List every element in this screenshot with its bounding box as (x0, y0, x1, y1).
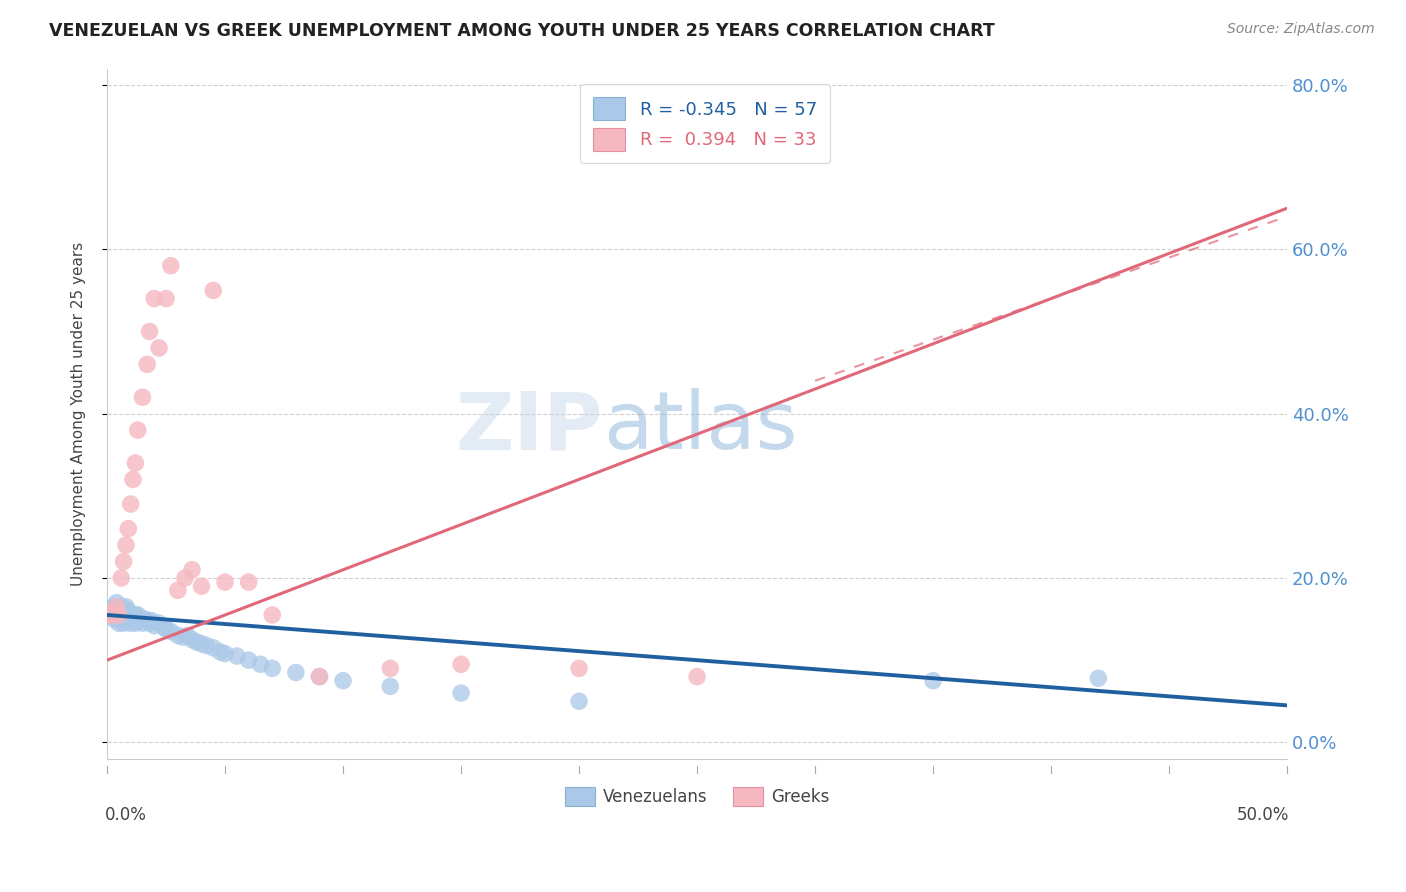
Point (105, 599, 128, 614)
Point (136, 357, 159, 371)
Point (131, 390, 153, 404)
Point (172, 630, 194, 644)
Point (195, 639, 218, 653)
Point (108, 616, 131, 631)
Point (124, 607, 146, 622)
Point (202, 284, 225, 298)
Point (450, 657, 472, 672)
Point (138, 616, 160, 631)
Point (122, 472, 145, 486)
Point (148, 616, 170, 631)
Point (167, 583, 190, 598)
Point (98, 607, 121, 622)
Point (105, 596, 128, 610)
Point (138, 325, 160, 339)
Text: VENEZUELAN VS GREEK UNEMPLOYMENT AMONG YOUTH UNDER 25 YEARS CORRELATION CHART: VENEZUELAN VS GREEK UNEMPLOYMENT AMONG Y… (49, 22, 995, 40)
Point (112, 604, 135, 618)
Point (115, 599, 138, 614)
Point (136, 614, 159, 628)
Point (1087, 671, 1109, 685)
Point (332, 673, 354, 688)
Point (127, 612, 149, 626)
Point (238, 653, 260, 667)
Point (308, 670, 330, 684)
Point (122, 612, 145, 626)
Point (103, 604, 125, 618)
Point (262, 607, 284, 622)
Point (120, 607, 142, 622)
Point (214, 647, 236, 661)
Point (110, 571, 132, 585)
Point (124, 616, 146, 631)
Point (155, 622, 177, 636)
Point (225, 648, 247, 663)
Point (120, 497, 142, 511)
Point (103, 612, 125, 626)
Point (108, 604, 131, 618)
Point (110, 599, 132, 614)
Text: ZIP: ZIP (456, 388, 603, 467)
Text: 50.0%: 50.0% (1237, 805, 1289, 823)
Point (103, 599, 125, 614)
Point (101, 607, 124, 622)
Point (129, 614, 152, 628)
Point (686, 670, 709, 684)
Point (152, 620, 174, 634)
Point (308, 670, 330, 684)
Point (380, 661, 402, 675)
Legend: Venezuelans, Greeks: Venezuelans, Greeks (558, 780, 837, 813)
Point (105, 607, 128, 622)
Point (127, 607, 149, 622)
Y-axis label: Unemployment Among Youth under 25 years: Unemployment Among Youth under 25 years (72, 242, 86, 586)
Point (110, 607, 132, 622)
Text: Source: ZipAtlas.com: Source: ZipAtlas.com (1227, 22, 1375, 37)
Point (115, 538, 138, 552)
Point (155, 292, 177, 306)
Point (181, 563, 204, 577)
Point (450, 686, 472, 700)
Point (249, 657, 271, 672)
Point (112, 612, 135, 626)
Point (174, 571, 197, 585)
Point (238, 575, 260, 590)
Point (112, 616, 135, 631)
Point (190, 579, 212, 593)
Text: 0.0%: 0.0% (104, 805, 146, 823)
Point (117, 604, 139, 618)
Point (568, 694, 591, 708)
Point (120, 616, 142, 631)
Point (568, 661, 591, 675)
Point (134, 612, 156, 626)
Point (922, 673, 945, 688)
Point (214, 575, 236, 590)
Point (143, 618, 166, 632)
Point (101, 604, 124, 618)
Point (98, 607, 121, 622)
Point (117, 522, 139, 536)
Point (190, 637, 212, 651)
Text: atlas: atlas (603, 388, 797, 467)
Point (148, 341, 170, 355)
Point (262, 661, 284, 675)
Point (112, 555, 135, 569)
Point (127, 423, 149, 437)
Point (202, 640, 225, 655)
Point (117, 612, 139, 626)
Point (209, 645, 232, 659)
Point (159, 259, 181, 273)
Point (131, 616, 153, 631)
Point (143, 292, 166, 306)
Point (108, 607, 131, 622)
Point (284, 665, 307, 680)
Point (115, 607, 138, 622)
Point (141, 614, 163, 628)
Point (181, 632, 204, 647)
Point (159, 624, 181, 639)
Point (124, 456, 146, 470)
Point (176, 628, 198, 642)
Point (186, 635, 208, 649)
Point (380, 680, 402, 694)
Point (167, 628, 190, 642)
